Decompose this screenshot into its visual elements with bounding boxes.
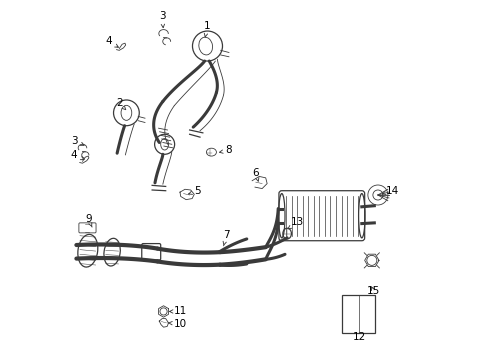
Text: 2: 2 [116, 98, 126, 110]
Text: 1: 1 [204, 21, 211, 37]
Text: 3: 3 [159, 12, 166, 28]
Text: 3: 3 [71, 136, 84, 146]
Text: 4: 4 [71, 150, 84, 160]
Bar [342, 296, 375, 333]
Text: 11: 11 [170, 306, 187, 316]
Text: 12: 12 [353, 332, 366, 342]
Text: 9: 9 [85, 214, 92, 227]
Text: 10: 10 [168, 319, 187, 329]
Text: 6: 6 [252, 168, 259, 181]
Text: 13: 13 [288, 217, 304, 229]
Text: 7: 7 [223, 230, 230, 246]
Text: 14: 14 [382, 186, 399, 196]
Text: 4: 4 [105, 36, 119, 47]
Text: 8: 8 [220, 145, 232, 156]
Text: 15: 15 [367, 286, 380, 296]
Text: 5: 5 [189, 186, 201, 196]
